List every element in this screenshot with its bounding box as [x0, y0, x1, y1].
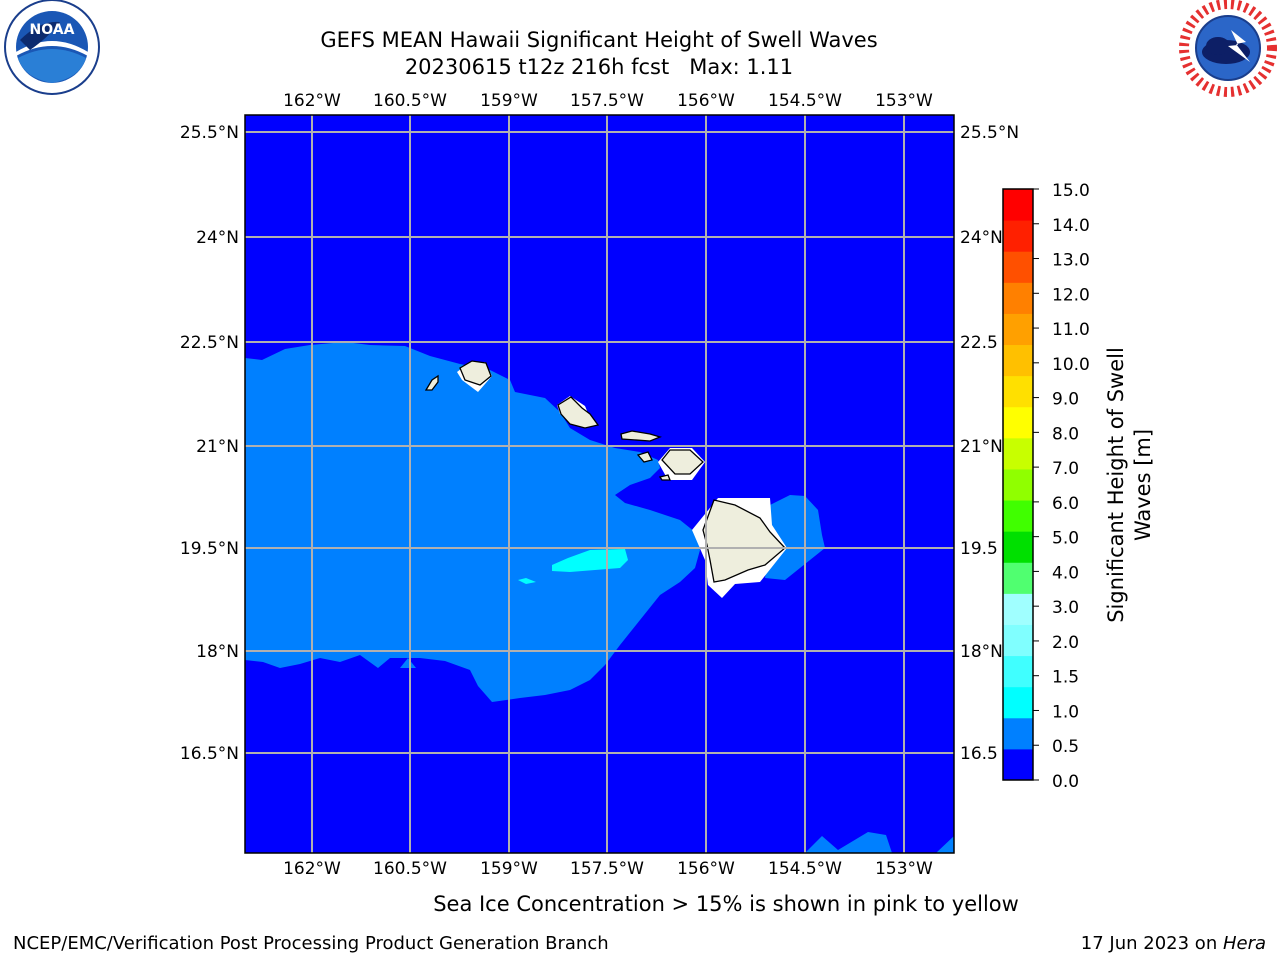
nws-logo: [1179, 0, 1277, 97]
lat-label-left: 18°N: [196, 642, 239, 662]
lon-label-top: 154.5°W: [768, 91, 842, 111]
map-subtitle: 20230615 t12z 216h fcst Max: 1.11: [404, 55, 794, 79]
swell-mid-spot: [400, 658, 416, 668]
lat-label-right: 21°N: [960, 437, 1003, 457]
colorbar-swatch: [1003, 717, 1033, 750]
colorbar-swatch: [1003, 562, 1033, 594]
colorbar-swatch: [1003, 344, 1033, 377]
colorbar-tick-label: 8.0: [1052, 424, 1079, 444]
map-area: [245, 115, 954, 853]
graticule: [245, 115, 954, 853]
colorbar-swatch: [1003, 437, 1033, 470]
colorbar-tick-label: 7.0: [1052, 459, 1079, 479]
lat-label-right: 22.5: [960, 333, 998, 353]
colorbar-label-line1: Significant Height of Swell: [1104, 347, 1128, 623]
island-kahoolawe: [658, 474, 671, 481]
noaa-logo-text: NOAA: [30, 22, 75, 38]
lon-label-top: 156°W: [677, 91, 735, 111]
island-molokai: [620, 430, 662, 442]
colorbar-swatch: [1003, 282, 1033, 314]
colorbar-swatch: [1003, 468, 1033, 501]
lat-label-right: 19.5: [960, 539, 998, 559]
lon-label-top: 160.5°W: [373, 91, 447, 111]
lat-label-right: 18°N: [960, 642, 1003, 662]
lat-label-left: 19.5°N: [180, 539, 239, 559]
colorbar-swatch: [1003, 251, 1033, 283]
lat-label-left: 22.5°N: [180, 333, 239, 353]
colorbar-swatch: [1003, 375, 1033, 408]
sea-ice-note: Sea Ice Concentration > 15% is shown in …: [433, 892, 1019, 916]
island-niihau: [424, 374, 439, 391]
colorbar-tick-label: 5.0: [1052, 529, 1079, 549]
colorbar-swatch: [1003, 593, 1033, 625]
colorbar-tick-label: 12.0: [1052, 285, 1090, 305]
colorbar-swatch: [1003, 748, 1033, 781]
lat-label-right: 24°N: [960, 228, 1003, 248]
colorbar-tick-label: 3.0: [1052, 598, 1079, 618]
lon-label-bottom: 162°W: [283, 859, 341, 879]
credit-branch: NCEP/EMC/Verification Post Processing Pr…: [13, 933, 609, 954]
colorbar-tick-label: 6.0: [1052, 494, 1079, 514]
lon-label-bottom: 159°W: [480, 859, 538, 879]
noaa-logo: NOAA: [4, 0, 100, 95]
map-title: GEFS MEAN Hawaii Significant Height of S…: [320, 28, 878, 52]
colorbar-swatch: [1003, 655, 1033, 688]
credit-host: Hera: [1222, 933, 1266, 954]
colorbar-swatch: [1003, 531, 1033, 563]
colorbar-label-line2: Waves [m]: [1131, 429, 1155, 541]
credit-date-text: 17 Jun 2023 on: [1080, 933, 1223, 954]
colorbar-tick-label: 15.0: [1052, 181, 1090, 201]
credit-date: 17 Jun 2023 on Hera: [1081, 933, 1266, 954]
colorbar-swatch: [1003, 624, 1033, 657]
island-kauai: [459, 360, 492, 386]
swell-mid-field: [245, 342, 700, 702]
colorbar-swatch: [1003, 189, 1033, 221]
colorbar-swatch: [1003, 686, 1033, 719]
lon-label-top: 162°W: [283, 91, 341, 111]
lat-label-left: 16.5°N: [180, 744, 239, 764]
lat-label-left: 21°N: [196, 437, 239, 457]
lat-label-right: 25.5°N: [960, 123, 1019, 143]
colorbar-tick-label: 2.0: [1052, 633, 1079, 653]
colorbar-tick-label: 4.0: [1052, 563, 1079, 583]
lat-label-right: 16.5: [960, 744, 998, 764]
colorbar-swatch: [1003, 220, 1033, 252]
colorbar-frame: [1002, 188, 1034, 781]
island-hawaii: [702, 499, 786, 583]
lon-label-bottom: 157.5°W: [570, 859, 644, 879]
colorbar-tick-label: 0.0: [1052, 772, 1079, 792]
lon-label-top: 157.5°W: [570, 91, 644, 111]
colorbar-tick-label: 1.0: [1052, 702, 1079, 722]
island-lanai: [636, 451, 653, 463]
lon-label-bottom: 156°W: [677, 859, 735, 879]
colorbar-tick-label: 11.0: [1052, 320, 1090, 340]
islands: [424, 360, 786, 583]
island-maui: [661, 449, 704, 475]
colorbar-swatch: [1003, 406, 1033, 439]
lon-label-bottom: 153°W: [875, 859, 933, 879]
colorbar-swatch: [1003, 313, 1033, 346]
swell-high-spot: [518, 578, 536, 584]
colorbar-tick-label: 0.5: [1052, 737, 1079, 757]
lon-label-bottom: 154.5°W: [768, 859, 842, 879]
island-oahu: [557, 396, 600, 429]
lon-label-bottom: 160.5°W: [373, 859, 447, 879]
colorbar: 15.0 14.0 13.0 12.0 11.0 10.0 9.0 8.0 7.0 6.0 5.0 4…: [1002, 181, 1090, 792]
swell-high-field: [552, 549, 628, 572]
colorbar-tick-label: 13.0: [1052, 251, 1090, 271]
swell-mid-sw-corner: [805, 832, 954, 853]
lat-label-left: 25.5°N: [180, 123, 239, 143]
lon-label-top: 159°W: [480, 91, 538, 111]
colorbar-tick-label: 14.0: [1052, 216, 1090, 236]
colorbar-tick-label: 10.0: [1052, 355, 1090, 375]
colorbar-swatch: [1003, 500, 1033, 532]
map-frame: [244, 114, 955, 854]
colorbar-tick-label: 9.0: [1052, 390, 1079, 410]
lat-label-left: 24°N: [196, 228, 239, 248]
colorbar-tick-label: 1.5: [1052, 668, 1079, 688]
axis-labels: 162°W 162°W 160.5°W 160.5°W 159°W 159°W 157.5°…: [180, 91, 1019, 879]
swell-mid-east: [765, 495, 825, 580]
lon-label-top: 153°W: [875, 91, 933, 111]
